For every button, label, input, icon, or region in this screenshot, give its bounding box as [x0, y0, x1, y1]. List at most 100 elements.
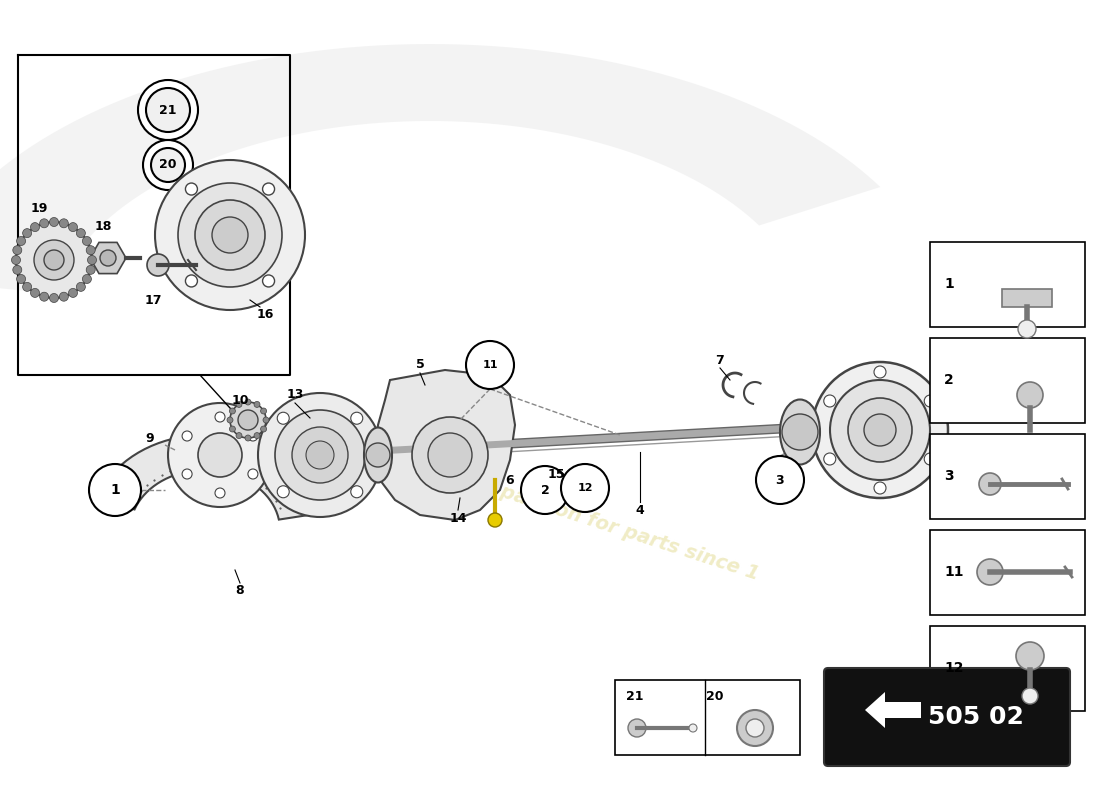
Circle shape [306, 441, 334, 469]
Circle shape [874, 366, 886, 378]
Circle shape [628, 719, 646, 737]
Circle shape [236, 433, 242, 438]
Circle shape [214, 488, 225, 498]
Circle shape [245, 435, 251, 441]
Circle shape [230, 408, 235, 414]
Circle shape [11, 255, 21, 265]
Ellipse shape [364, 427, 392, 482]
Circle shape [1018, 382, 1043, 408]
Circle shape [746, 719, 764, 737]
Text: 13: 13 [286, 389, 304, 402]
Text: 2: 2 [944, 373, 954, 387]
Circle shape [1022, 688, 1038, 704]
Circle shape [366, 443, 390, 467]
Circle shape [263, 183, 275, 195]
Circle shape [13, 246, 22, 254]
Text: 9: 9 [145, 431, 154, 445]
Circle shape [76, 282, 86, 291]
Circle shape [824, 395, 836, 407]
Circle shape [100, 250, 116, 266]
Circle shape [830, 380, 930, 480]
Circle shape [59, 218, 68, 228]
Text: 6: 6 [506, 474, 515, 486]
Circle shape [864, 414, 896, 446]
Text: 2: 2 [540, 483, 549, 497]
Circle shape [212, 217, 248, 253]
Text: 21: 21 [160, 103, 177, 117]
Text: 16: 16 [256, 309, 274, 322]
Circle shape [258, 393, 382, 517]
Circle shape [146, 88, 190, 132]
Circle shape [214, 412, 225, 422]
Text: 12: 12 [578, 483, 593, 493]
Text: 20: 20 [160, 158, 177, 171]
PathPatch shape [0, 44, 880, 294]
Circle shape [979, 473, 1001, 495]
Text: 7: 7 [716, 354, 725, 366]
Circle shape [82, 274, 91, 283]
Text: 3: 3 [944, 469, 954, 483]
Circle shape [183, 431, 192, 441]
Bar [930, 530, 1085, 614]
Circle shape [782, 414, 818, 450]
Circle shape [248, 469, 257, 479]
Circle shape [230, 426, 235, 432]
Text: 12: 12 [944, 661, 964, 675]
Text: 18: 18 [95, 219, 112, 233]
Circle shape [186, 183, 197, 195]
Circle shape [254, 402, 260, 407]
Ellipse shape [780, 399, 820, 465]
Text: 1: 1 [944, 277, 954, 291]
Circle shape [351, 486, 363, 498]
Circle shape [86, 246, 96, 254]
Text: 17: 17 [144, 294, 162, 306]
Circle shape [138, 80, 198, 140]
Circle shape [488, 513, 502, 527]
Bar [930, 626, 1085, 710]
Circle shape [428, 433, 472, 477]
Circle shape [40, 292, 48, 302]
Circle shape [689, 724, 697, 732]
Circle shape [737, 710, 773, 746]
Circle shape [245, 399, 251, 405]
Text: 8: 8 [235, 583, 244, 597]
Bar [930, 434, 1085, 518]
Text: 1: 1 [110, 483, 120, 497]
Circle shape [924, 453, 936, 465]
Circle shape [40, 218, 48, 228]
Circle shape [195, 200, 265, 270]
Circle shape [68, 222, 77, 231]
Circle shape [812, 362, 948, 498]
Circle shape [254, 433, 260, 438]
Circle shape [89, 464, 141, 516]
Circle shape [261, 408, 266, 414]
Circle shape [848, 398, 912, 462]
Circle shape [50, 218, 58, 226]
Text: 4: 4 [636, 503, 645, 517]
Text: 15: 15 [548, 469, 564, 482]
Circle shape [466, 341, 514, 389]
Circle shape [263, 417, 270, 423]
Text: 19: 19 [31, 202, 47, 214]
Polygon shape [865, 692, 921, 728]
Circle shape [86, 266, 96, 274]
Circle shape [59, 292, 68, 302]
Text: 20: 20 [706, 690, 724, 702]
Circle shape [351, 412, 363, 424]
Circle shape [68, 289, 77, 298]
Circle shape [412, 417, 488, 493]
Circle shape [1018, 320, 1036, 338]
Circle shape [292, 427, 348, 483]
Bar [930, 242, 1085, 326]
Bar [1002, 289, 1052, 307]
Circle shape [88, 255, 97, 265]
Circle shape [31, 289, 40, 298]
Circle shape [50, 294, 58, 302]
Circle shape [198, 433, 242, 477]
Circle shape [155, 160, 305, 310]
Circle shape [236, 402, 242, 407]
Circle shape [151, 148, 185, 182]
Circle shape [521, 466, 569, 514]
Circle shape [13, 266, 22, 274]
Text: 11: 11 [944, 565, 964, 579]
